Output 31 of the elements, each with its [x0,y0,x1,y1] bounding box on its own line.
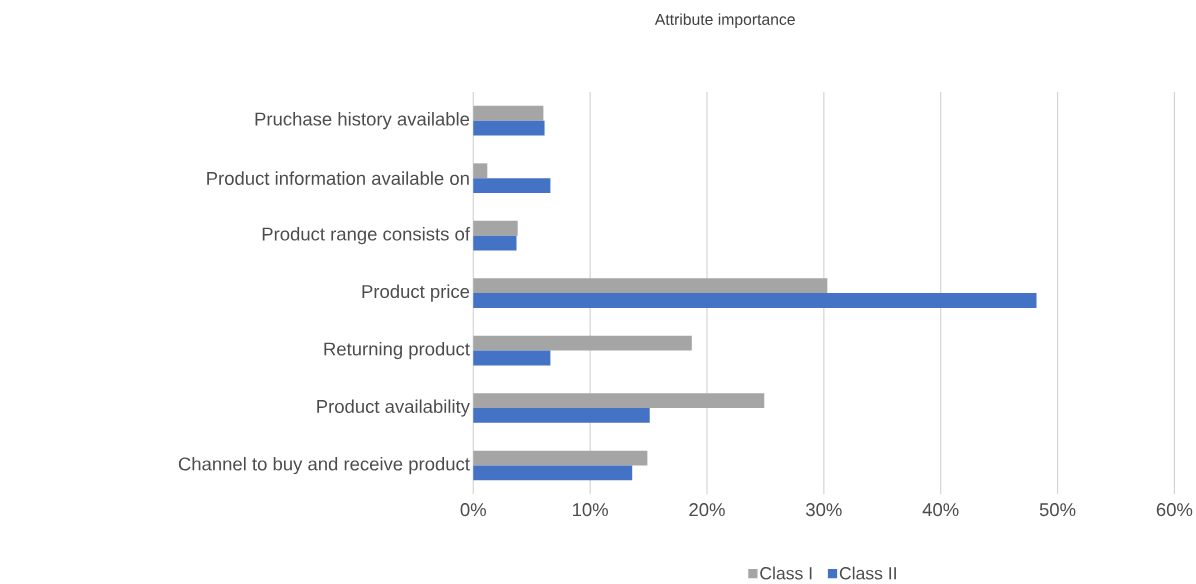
legend-label: Class I [760,566,812,580]
chart-title: Attribute importance [654,13,795,28]
x-tick-label: 40% [922,502,959,517]
x-tick-label: 0% [460,502,486,517]
x-tick-label: 20% [689,502,725,517]
x-tick-label: 10% [573,502,608,517]
bar [473,177,551,193]
bar [473,407,650,423]
y-tick-label: Product availability [317,399,470,417]
x-tick-label: 30% [806,502,842,517]
bar [473,278,828,293]
bar [473,393,765,408]
y-tick-label: Returning product [324,341,470,360]
y-tick-label: Pruchase history available [255,111,470,130]
bar [473,292,1037,308]
x-tick-label: 50% [1039,502,1076,517]
bar [473,163,488,178]
bar [473,235,517,251]
bar [473,335,692,351]
bar [473,220,518,236]
legend-label: Class II [839,566,896,580]
y-tick-label: Product range consists of [262,226,470,245]
y-tick-label: Channel to buy and receive product [178,456,470,474]
bar [473,350,551,366]
y-tick-label: Product price [362,284,470,302]
bar [473,120,545,136]
x-tick-label: 60% [1156,502,1193,517]
y-tick-label: Product information available on [207,171,469,185]
bar [473,105,544,121]
bar [473,465,633,481]
bar [473,450,648,466]
